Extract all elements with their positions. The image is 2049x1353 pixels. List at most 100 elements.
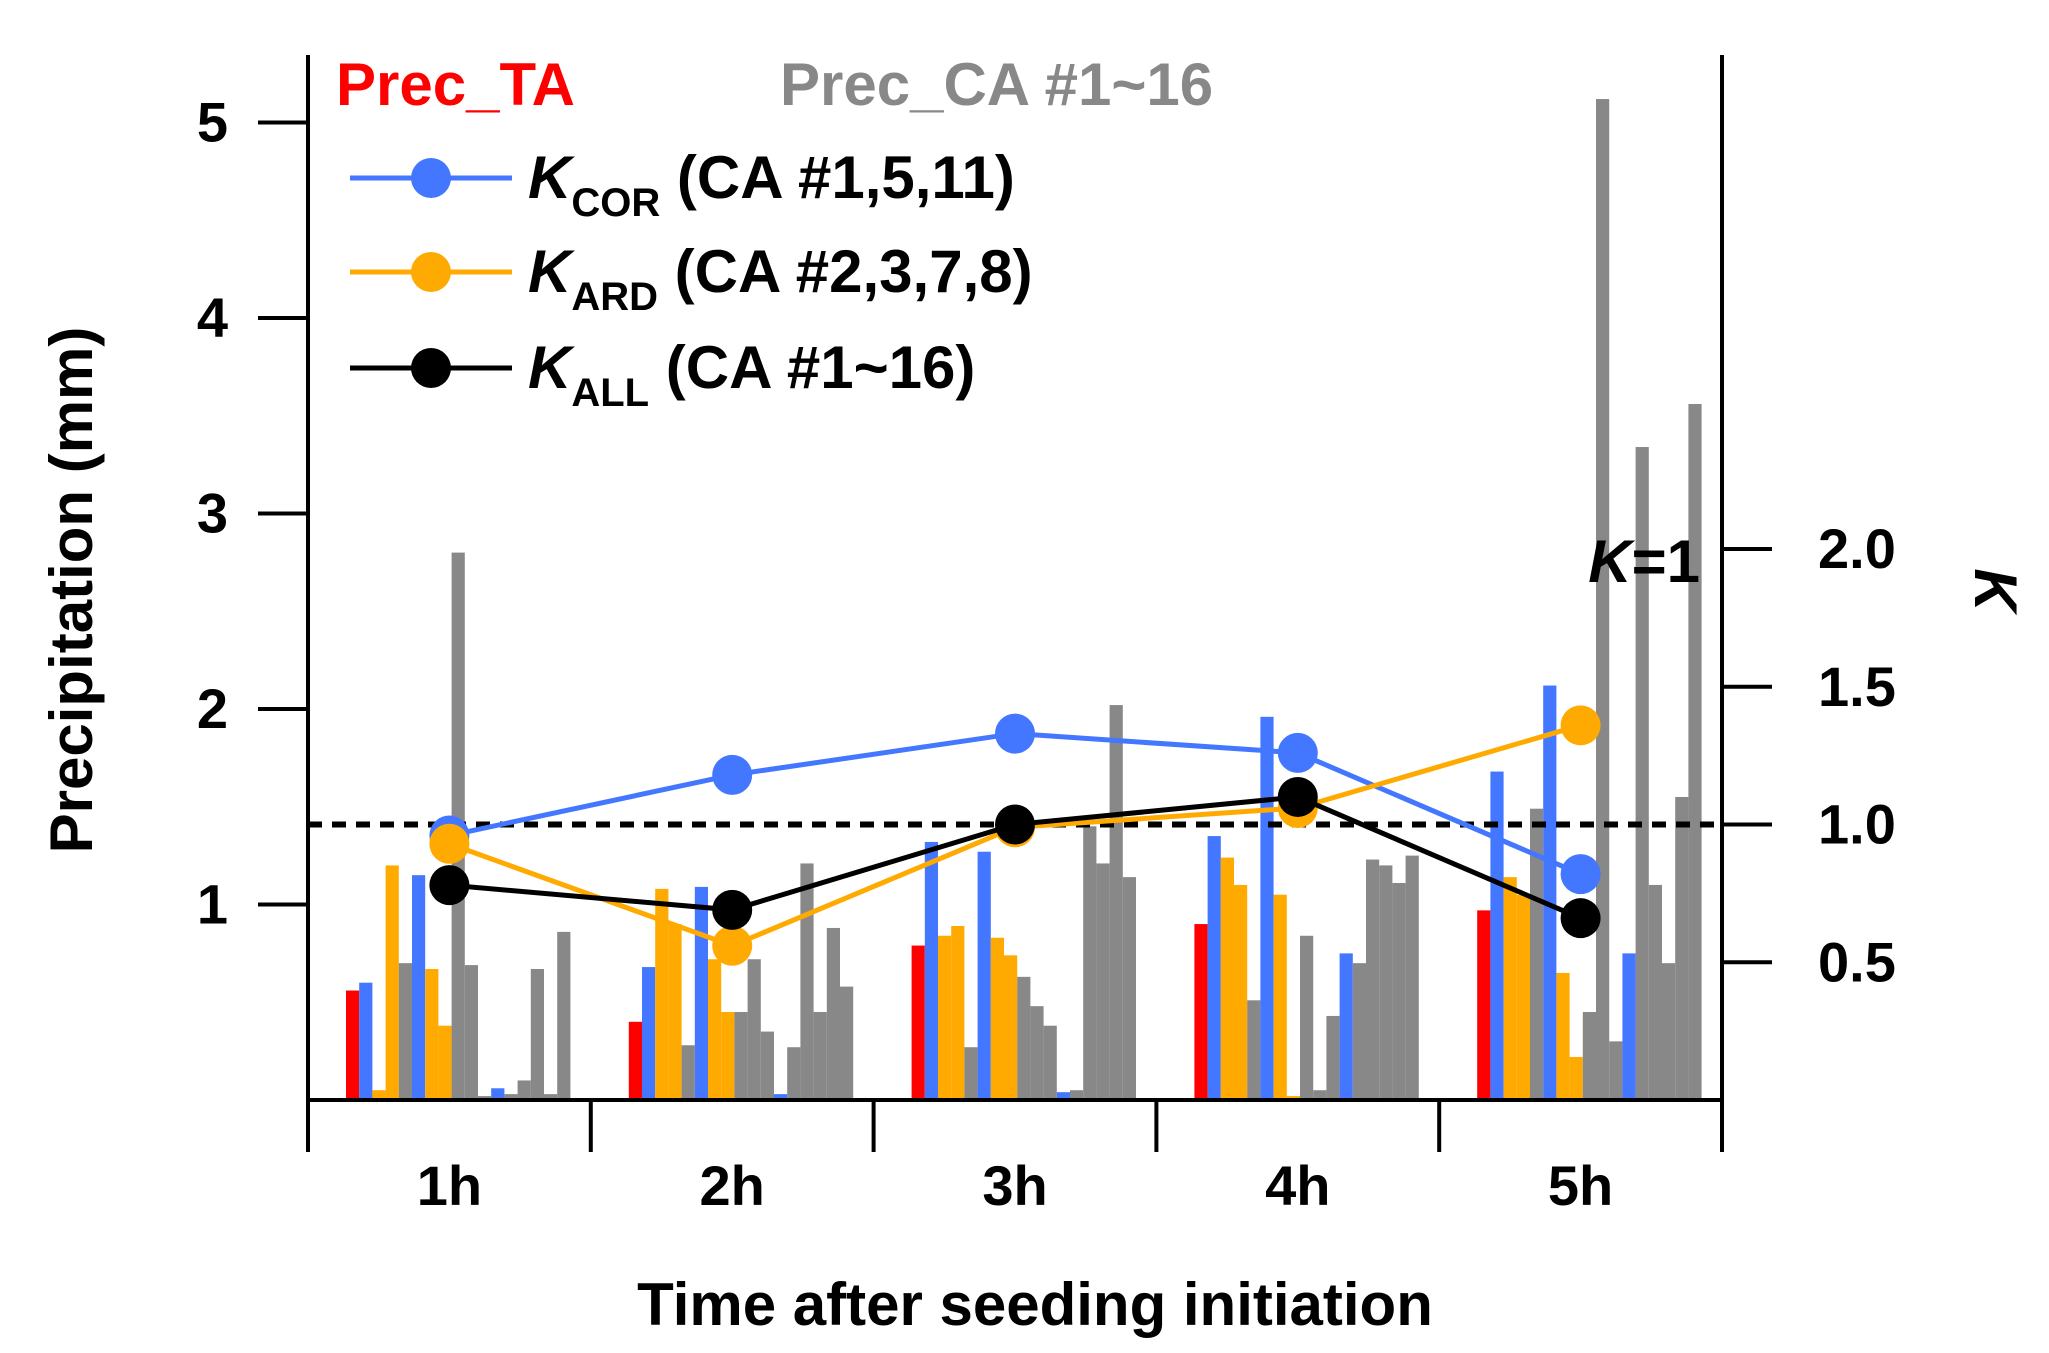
bar-ca-11 [491,1088,505,1100]
k-equals-1-k: K [1588,528,1635,595]
bar-ca-8 [1300,935,1314,1100]
legend-k-K_COR: K [528,144,575,211]
bar-ca-7 [1004,955,1018,1100]
reference-line-layer: K=1 [308,528,1722,828]
right-tick-label: 1.5 [1818,655,1896,718]
x-category-label: 1h [417,1154,482,1217]
bar-ca-15 [544,1094,558,1100]
bar-ca-14 [1096,863,1110,1100]
series-point-K_ALL [995,804,1035,845]
right-tick-label: 1.0 [1818,793,1896,856]
bar-ca-16 [840,986,854,1100]
legend-rest-K_ALL: (CA #1~16) [649,334,975,401]
bar-ca-1 [359,982,373,1100]
legend-marker-K_ALL [411,348,451,388]
left-tick-label: 1 [197,873,228,936]
left-tick-label: 3 [197,482,228,545]
bar-ca-12 [504,1094,518,1100]
bar-ta [1194,924,1208,1100]
series-point-K_ARD [429,823,470,864]
x-category-label: 5h [1548,1154,1613,1217]
bar-ca-5 [412,875,426,1100]
series-point-K_ALL [1277,776,1318,817]
series-point-K_ALL [712,889,753,930]
bar-ca-10 [760,1031,774,1100]
bar-ca-8 [734,1012,748,1100]
legend-label-K_COR: KCOR (CA #1,5,11) [528,144,1015,225]
bar-ca-7 [438,1025,452,1100]
legend-k-K_ALL: K [528,334,575,401]
bar-ca-10 [1043,1025,1057,1100]
legend-sub-K_ARD: ARD [571,275,658,319]
bar-ca-2 [938,935,952,1100]
bar-ca-13 [1366,859,1380,1100]
bar-ca-4 [1247,1000,1261,1100]
bar-ca-3 [1234,884,1248,1100]
left-tick-label: 4 [197,286,228,349]
bar-ca-13 [800,863,814,1100]
bar-ca-4 [964,1047,978,1100]
bar-ca-5 [1543,685,1557,1100]
bar-ca-3 [668,924,682,1100]
bar-ca-1 [1207,836,1221,1100]
bar-ca-15 [1109,705,1123,1100]
bar-ca-3 [385,865,399,1100]
bar-ca-3 [951,926,965,1100]
series-line-K_COR [448,731,1582,877]
bar-ca-12 [1070,1090,1084,1100]
axes: 1 2 3 4 5 0.5 1.0 1.5 2.0 1h 2h 3h 4h 5h [197,55,1896,1217]
bar-ca-16 [1688,404,1702,1100]
legend-k-K_ARD: K [528,238,575,305]
bar-ta [346,990,360,1100]
bar-ca-9 [1596,99,1610,1101]
bar-ca-12 [787,1047,801,1100]
legend-sub-K_COR: COR [571,181,660,225]
axis-titles: Time after seeding initiation Precipitati… [38,327,2029,1338]
series-point-K_COR [1277,732,1318,773]
legend-rest-K_COR: (CA #1,5,11) [660,144,1015,211]
bar-ca-14 [1379,865,1393,1100]
bar-ca-6 [990,937,1004,1100]
line-layer [429,705,1601,966]
left-axis-title: Precipitation (mm) [38,327,105,854]
left-tick-label: 5 [197,91,228,154]
bar-ca-15 [1675,796,1689,1100]
bar-ca-14 [1662,963,1676,1100]
bar-ca-1 [1490,771,1504,1100]
bar-ta [911,945,925,1100]
bar-ta [1477,910,1491,1100]
bar-ca-5 [977,851,991,1100]
bar-ca-5 [694,886,708,1100]
bar-ca-5 [1260,716,1274,1100]
bar-group-2h [628,863,854,1100]
bar-group-5h [1477,99,1702,1101]
series-point-K_COR [995,713,1035,754]
bar-ca-12 [1635,447,1649,1100]
series-K_ALL [429,776,1601,939]
bar-ca-11 [1622,953,1636,1100]
right-tick-label: 0.5 [1818,930,1896,993]
x-category-label: 2h [700,1154,765,1217]
x-category-label: 4h [1265,1154,1330,1217]
bar-ca-15 [1392,882,1406,1100]
bar-ca-13 [517,1080,531,1100]
bar-ca-11 [1056,1092,1070,1100]
legend-prec-ca: Prec_CA #1~16 [780,51,1213,118]
bar-ca-2 [372,1090,386,1100]
bar-ca-2 [655,888,669,1100]
legend-label-K_ARD: KARD (CA #2,3,7,8) [528,238,1033,319]
x-category-label: 3h [982,1154,1047,1217]
legend-rest-K_ARD: (CA #2,3,7,8) [658,238,1033,305]
bar-layer [346,99,1702,1101]
bar-group-1h [346,552,571,1100]
bar-ca-8 [1017,976,1031,1100]
bar-ca-11 [774,1094,788,1100]
bar-ca-2 [1503,877,1517,1100]
bar-ca-13 [1083,826,1097,1100]
bar-ca-11 [1339,953,1353,1100]
legend-sub-K_ALL: ALL [571,371,649,415]
bar-ca-4 [398,963,412,1100]
legend-marker-K_ARD [411,252,451,292]
